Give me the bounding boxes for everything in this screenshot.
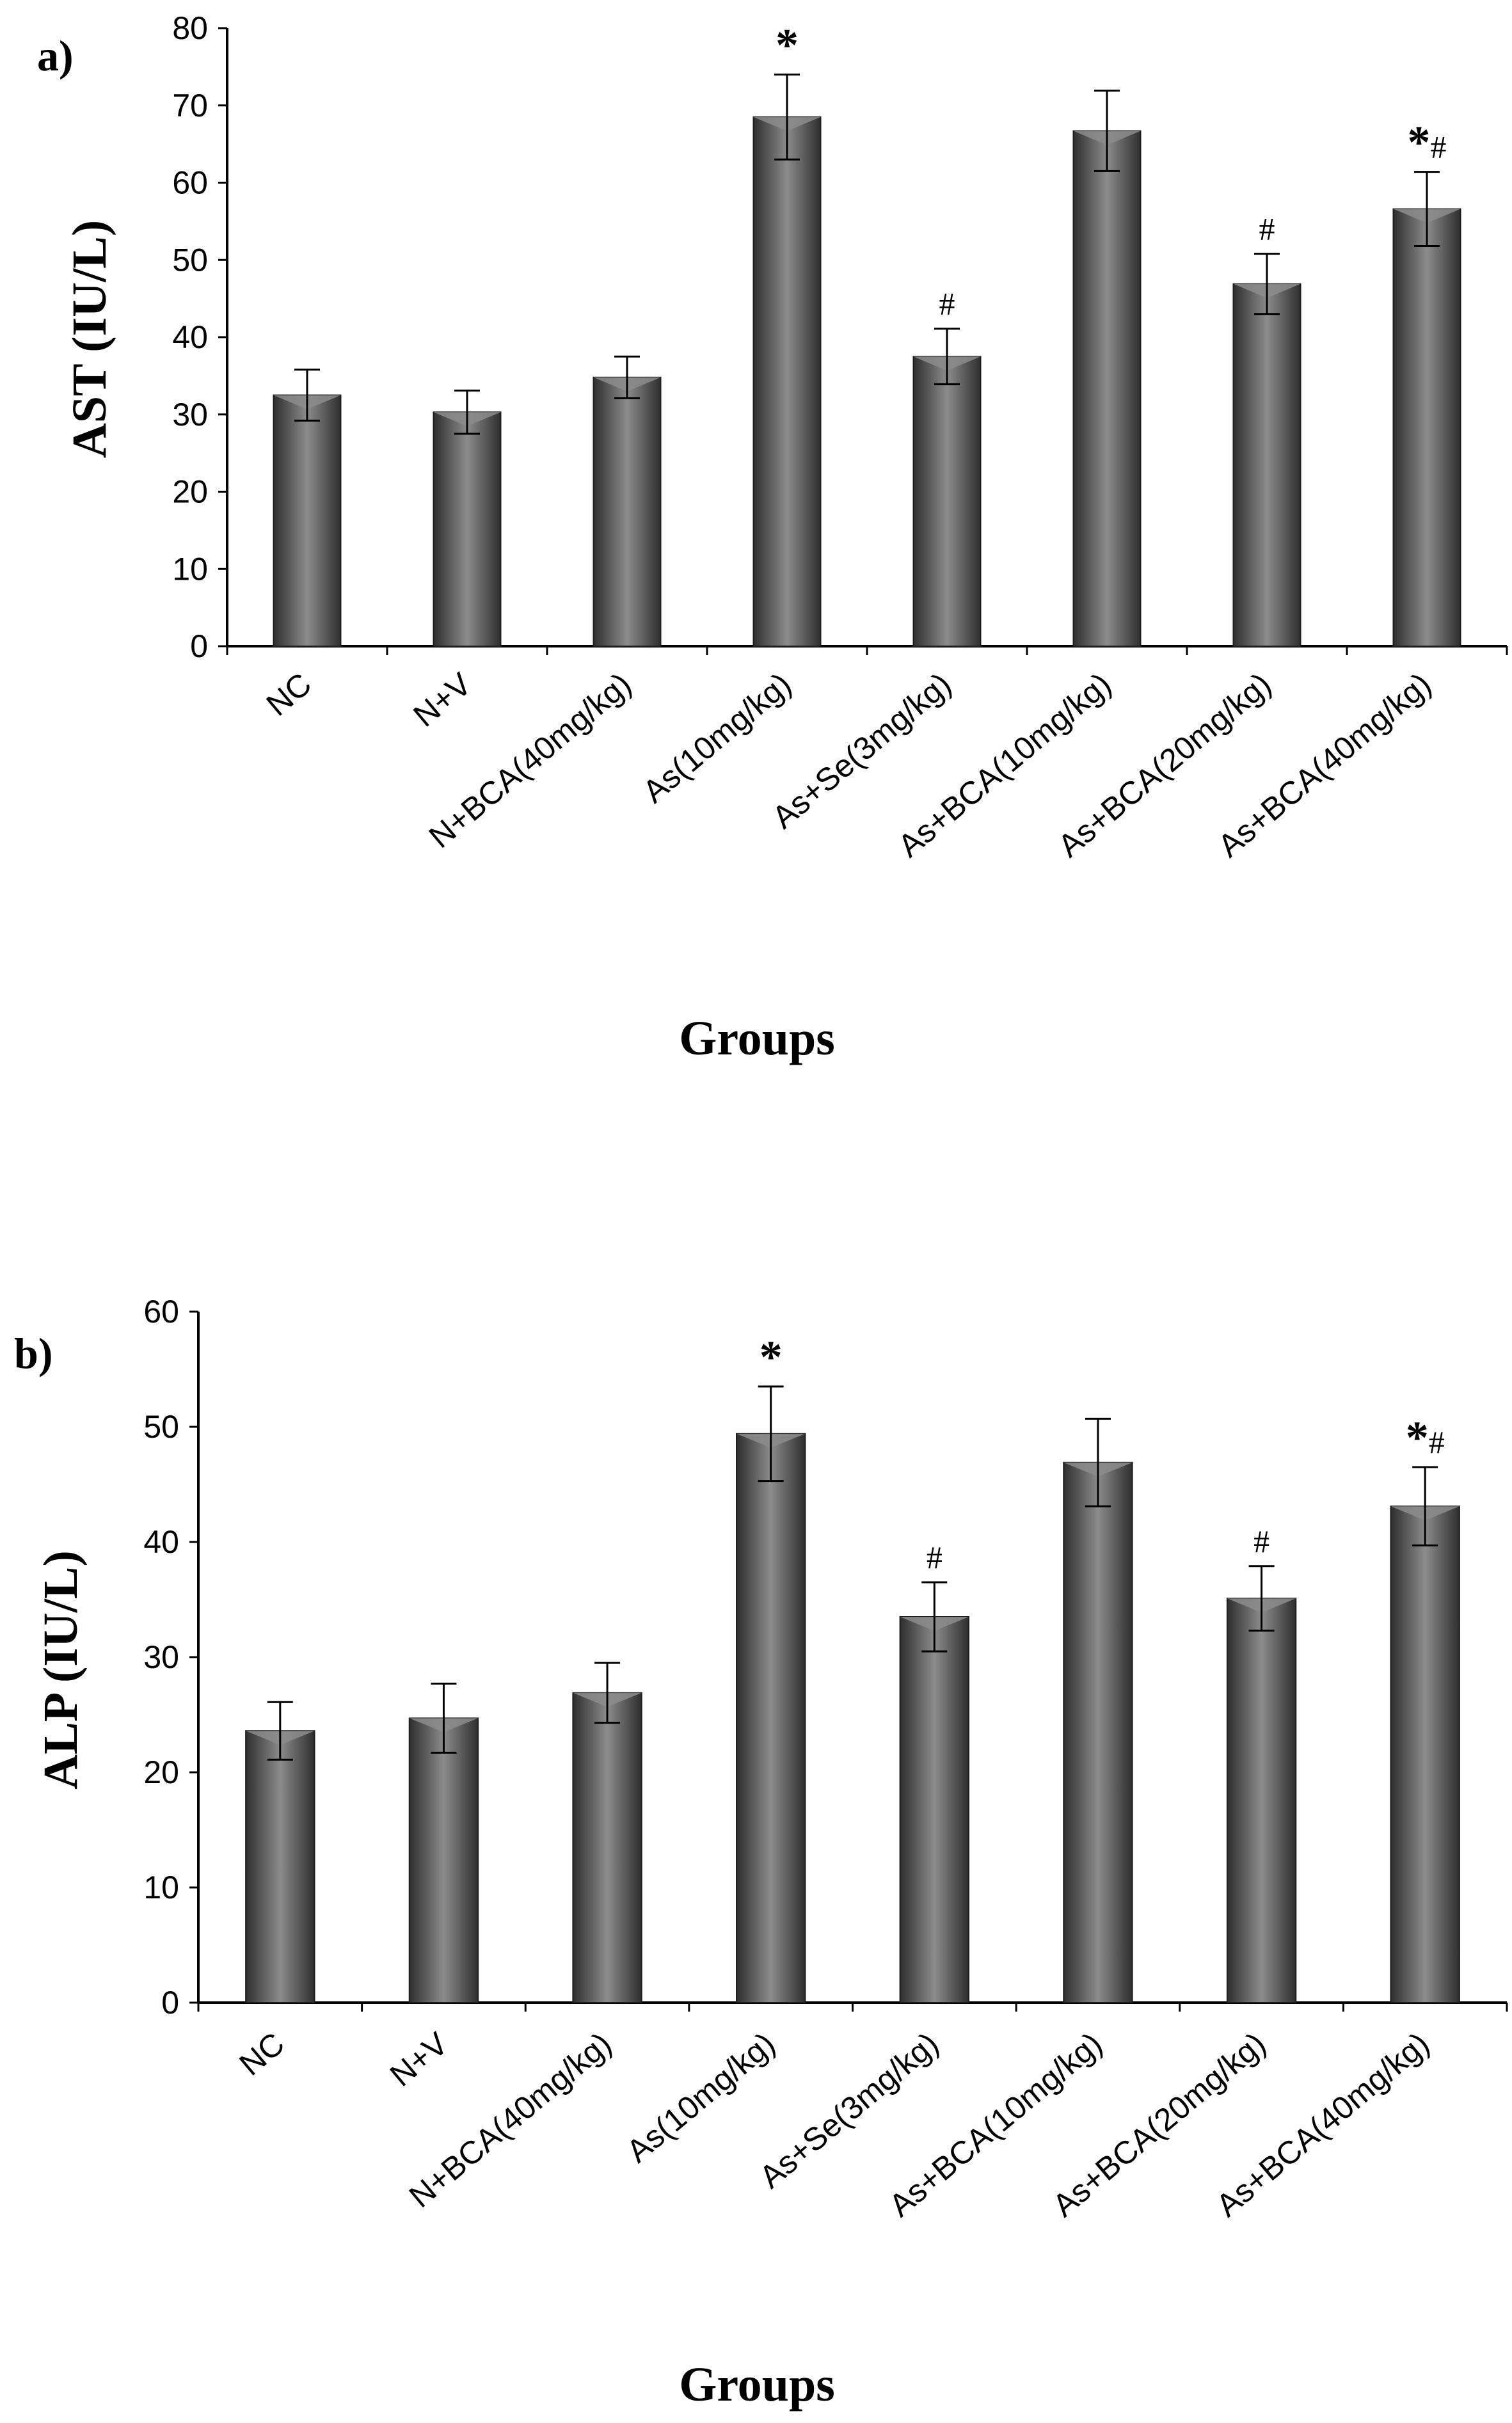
y-tick-label: 60 <box>143 1294 179 1330</box>
y-axis-title: ALP (IU/L) <box>34 1550 88 1790</box>
y-tick-label: 80 <box>172 10 208 46</box>
hash-mark: # <box>1259 211 1275 247</box>
star-mark: * <box>1408 117 1431 168</box>
category-label: N+V <box>383 2025 455 2093</box>
y-tick-label: 20 <box>172 474 208 510</box>
y-axis-title: AST (IU/L) <box>63 220 116 458</box>
bars: *##*# <box>245 1331 1460 2004</box>
y-tick-label: 50 <box>143 1409 179 1445</box>
x-axis-title: Groups <box>679 2358 835 2411</box>
y-tick-label: 40 <box>143 1524 179 1560</box>
y-tick-label: 50 <box>172 242 208 278</box>
bar <box>1063 1461 1133 2004</box>
hash-mark: # <box>1429 1424 1445 1460</box>
category-label: NC <box>260 666 318 723</box>
hash-mark: # <box>1253 1523 1269 1559</box>
bar <box>433 411 502 647</box>
bar <box>245 1730 315 2003</box>
y-tick-label: 60 <box>172 165 208 201</box>
y-tick-label: 70 <box>172 88 208 123</box>
significance-mark: * <box>760 1331 783 1383</box>
bar <box>1072 130 1142 647</box>
panel-label: a) <box>37 31 74 80</box>
significance-mark: * <box>776 19 799 70</box>
bar <box>1226 1598 1297 2003</box>
star-mark: * <box>1406 1412 1429 1463</box>
significance-mark: # <box>1253 1523 1269 1559</box>
star-mark: * <box>776 19 799 70</box>
bar <box>736 1433 806 2004</box>
significance-mark: # <box>939 286 955 322</box>
significance-mark: *# <box>1406 1412 1445 1463</box>
y-tick-label: 0 <box>190 628 208 664</box>
chart-panel-a: a) AST (IU/L) Groups 0 10 20 30 40 50 60 70 80 *… <box>37 10 1508 1065</box>
bar <box>899 1616 969 2003</box>
significance-mark: *# <box>1408 117 1447 168</box>
category-label: As(10mg/kg) <box>636 666 798 810</box>
y-tick-label: 40 <box>172 319 208 355</box>
y-tick-label: 30 <box>143 1639 179 1675</box>
y-tick-label: 30 <box>172 397 208 433</box>
axes: 0 10 20 30 40 50 60 <box>143 1294 1508 2021</box>
bar <box>593 376 662 647</box>
significance-mark: # <box>927 1539 943 1575</box>
star-mark: * <box>760 1331 783 1383</box>
bar <box>572 1692 642 2004</box>
axes: 0 10 20 30 40 50 60 70 80 <box>172 10 1508 664</box>
bars: *##*# <box>273 19 1461 647</box>
bar <box>752 116 822 647</box>
panel-label: b) <box>14 1329 52 1378</box>
y-tick-label: 0 <box>161 1985 179 2021</box>
bar <box>1390 1505 1460 2003</box>
bar <box>273 394 342 647</box>
bar <box>1232 283 1301 647</box>
category-label: NC <box>233 2026 291 2083</box>
y-tick-label: 10 <box>143 1870 179 1905</box>
significance-mark: # <box>1259 211 1275 247</box>
y-tick-label: 20 <box>143 1754 179 1790</box>
hash-mark: # <box>939 286 955 322</box>
bar <box>1392 208 1461 647</box>
hash-mark: # <box>927 1539 943 1575</box>
x-axis-title: Groups <box>679 1012 835 1065</box>
category-label: N+V <box>406 665 478 734</box>
category-label: As(10mg/kg) <box>620 2026 782 2170</box>
hash-mark: # <box>1431 129 1447 165</box>
y-tick-label: 10 <box>172 551 208 587</box>
bar <box>912 356 982 647</box>
bar <box>408 1717 479 2003</box>
